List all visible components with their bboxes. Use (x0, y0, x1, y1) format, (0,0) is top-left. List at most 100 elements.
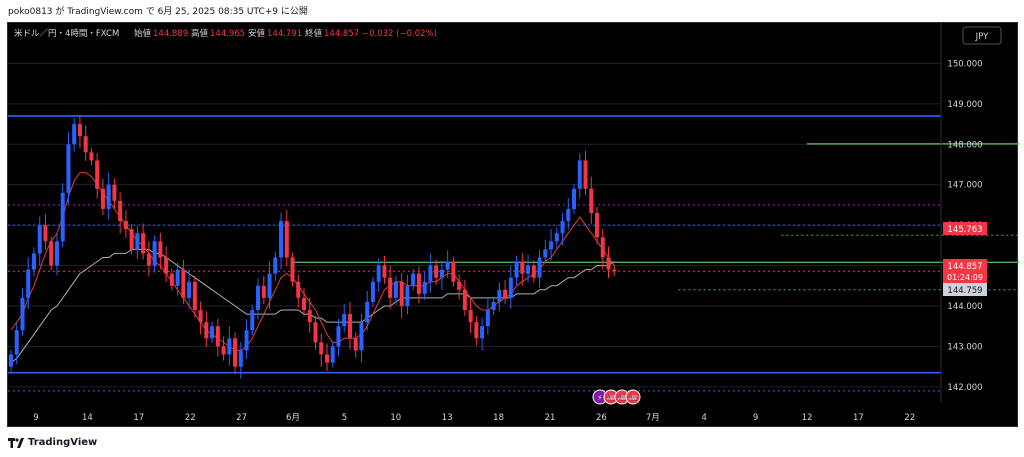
candles (8, 115, 617, 379)
candle-body (606, 257, 611, 270)
candle-body (273, 257, 278, 274)
candle-body (118, 200, 123, 222)
time-tick-label: 22 (904, 413, 915, 423)
candle-body (307, 310, 312, 323)
time-tick-label: 14 (82, 413, 93, 423)
candle-body (330, 346, 335, 363)
candle-body (376, 265, 381, 282)
candle-body (537, 257, 542, 278)
candle-body (485, 310, 490, 327)
candle-body (215, 326, 220, 347)
currency-label: JPY (975, 32, 989, 42)
candle-body (261, 285, 266, 298)
high-value: 144.965 (210, 29, 245, 39)
candle-body (514, 261, 519, 278)
event-glyph: 🇺🇸 (607, 394, 616, 402)
svg-text:144.759: 144.759 (947, 286, 982, 296)
symbol-label: 米ドル／円・4時間・FXCM (14, 28, 119, 39)
candle-body (152, 241, 157, 266)
moving-averages (10, 172, 615, 364)
tradingview-logo[interactable]: TradingView (8, 437, 97, 448)
candle-body (382, 265, 387, 278)
svg-text:01:24:09: 01:24:09 (947, 273, 983, 282)
close-value: 144.857 (324, 29, 359, 39)
price-tick-label: 142.000 (947, 383, 982, 393)
candle-body (612, 269, 617, 272)
time-tick-label: 27 (236, 413, 247, 423)
time-tick-label: 12 (802, 413, 813, 423)
time-tick-label: 9 (753, 413, 758, 423)
price-tick-label: 143.000 (947, 342, 982, 352)
candle-body (589, 188, 594, 213)
time-axis[interactable]: 9 14 17 22 27 6月 5 10 13 18 21 26 7月 4 9 12 17 22 (33, 413, 915, 423)
candle-body (503, 289, 508, 298)
candle-body (600, 237, 605, 258)
economic-events[interactable]: ⚡ 🇺🇸 🇺🇸 🇺🇸 (592, 389, 641, 405)
candle-body (353, 338, 358, 351)
time-tick-label: 22 (185, 413, 196, 423)
candle-body (284, 221, 289, 258)
brand-label: TradingView (28, 437, 98, 448)
candle-body (445, 261, 450, 270)
candle-body (572, 188, 577, 209)
candle-body (301, 297, 307, 311)
candle-body (43, 225, 48, 242)
candle-body (8, 354, 14, 367)
candle-body (198, 310, 203, 323)
candle-body (129, 229, 134, 250)
candle-body (20, 297, 25, 331)
candle-body (296, 281, 301, 298)
candle-body (210, 326, 215, 339)
badge-lower: 144.759 (943, 283, 987, 296)
candle-body (399, 281, 404, 306)
price-tick-label: 150.000 (947, 59, 982, 69)
candle-body (112, 184, 117, 201)
event-glyph: 🇺🇸 (618, 394, 627, 402)
price-chart[interactable]: 米ドル／円・4時間・FXCM 始値 144.889 高値 144.965 安値 … (8, 23, 1024, 428)
candle-body (583, 160, 588, 189)
candle-body (164, 257, 169, 274)
candle-body (497, 289, 502, 302)
candle-body (405, 285, 410, 306)
candle-body (416, 273, 421, 294)
us-flag-event-icon[interactable]: 🇺🇸 (625, 389, 641, 405)
candle-body (566, 208, 571, 222)
candle-body (100, 188, 105, 209)
candle-body (95, 160, 100, 189)
chart-panel[interactable]: 米ドル／円・4時間・FXCM 始値 144.889 高値 144.965 安値 … (7, 22, 1024, 428)
candle-body (388, 277, 393, 298)
candle-body (83, 136, 88, 153)
change-value: −0.032 (−0.02%) (362, 29, 437, 39)
candle-body (26, 269, 31, 298)
candle-body (313, 322, 318, 343)
candle-body (227, 338, 232, 355)
candle-body (468, 310, 473, 323)
candle-body (520, 261, 525, 274)
candle-body (359, 322, 364, 351)
open-value: 144.889 (153, 29, 188, 39)
close-label: 終値 (305, 28, 323, 39)
candle-body (187, 281, 192, 298)
candle-body (526, 265, 531, 274)
candle-body (158, 241, 163, 258)
candle-body (54, 241, 59, 266)
high-label: 高値 (191, 28, 209, 39)
time-tick-label: 4 (701, 413, 706, 423)
candle-body (336, 326, 341, 347)
candle-body (135, 233, 140, 250)
publish-header: poko0813 が TradingView.com で 6月 25, 2025… (0, 0, 1024, 20)
candle-body (342, 314, 347, 327)
tv-logo-icon (8, 437, 24, 448)
candle-body (290, 257, 295, 282)
candle-body (141, 233, 146, 254)
price-tick-label: 144.000 (947, 302, 982, 312)
candle-body (279, 221, 284, 258)
time-tick-label: 9 (33, 413, 38, 423)
candle-body (60, 192, 65, 242)
low-value: 144.791 (267, 29, 302, 39)
currency-button[interactable]: JPY (962, 26, 1002, 45)
candle-body (577, 160, 582, 189)
candle-body (238, 350, 243, 367)
candle-body (244, 330, 249, 351)
candle-body (233, 338, 238, 367)
